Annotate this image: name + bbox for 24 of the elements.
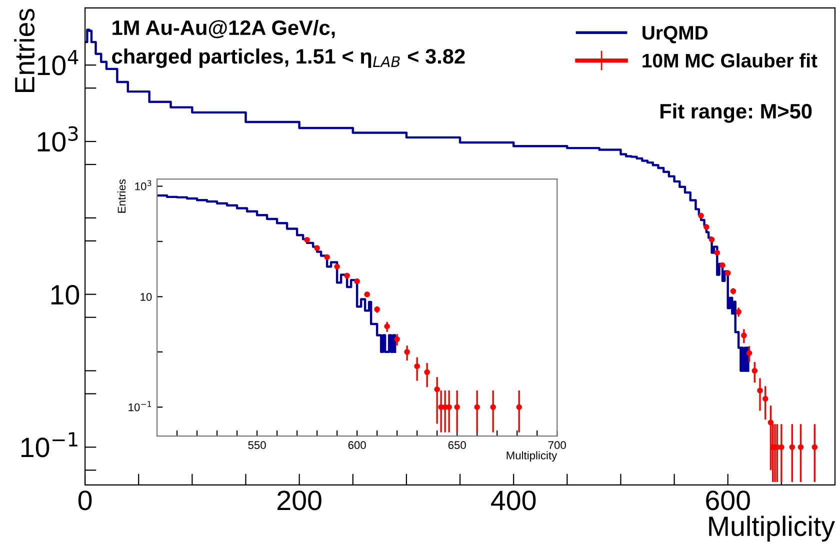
y-axis-title: Entries xyxy=(117,179,126,213)
legend-label: 10M MC Glauber fit xyxy=(642,53,818,68)
x-tick-label: 200 xyxy=(278,490,322,510)
y-tick-label: 10$^{3}$ xyxy=(135,180,152,190)
x-tick-label: 550 xyxy=(248,441,266,450)
y-axis-title: Entries xyxy=(14,8,35,92)
x-tick-label: 700 xyxy=(548,441,566,450)
x-tick-label: 400 xyxy=(491,490,536,510)
x-tick-label: 600 xyxy=(706,490,750,510)
annotation: charged particles, 1.51 < η$_{LAB}$ < 3.82 xyxy=(112,48,465,68)
annotation: Fit range: M>50 xyxy=(660,103,812,123)
y-tick-label: 10$^{4}$ xyxy=(38,50,78,76)
y-tick-label: 10$^{−1}$ xyxy=(21,432,78,458)
x-tick-label: 0 xyxy=(78,490,92,510)
annotation: 1M Au-Au@12A GeV/c, xyxy=(112,20,335,38)
y-tick-label: 10$^{−1}$ xyxy=(128,401,152,412)
x-tick-label: 650 xyxy=(448,441,466,450)
y-tick-label: 10$^{3}$ xyxy=(38,126,78,152)
x-tick-label: 600 xyxy=(348,441,366,450)
x-axis-title: Multiplicity xyxy=(709,516,835,542)
y-tick-label: 10 xyxy=(51,284,80,305)
y-tick-label: 10 xyxy=(140,292,152,301)
legend-label: UrQMD xyxy=(642,26,708,44)
x-axis-title: Multiplicity xyxy=(506,451,558,462)
